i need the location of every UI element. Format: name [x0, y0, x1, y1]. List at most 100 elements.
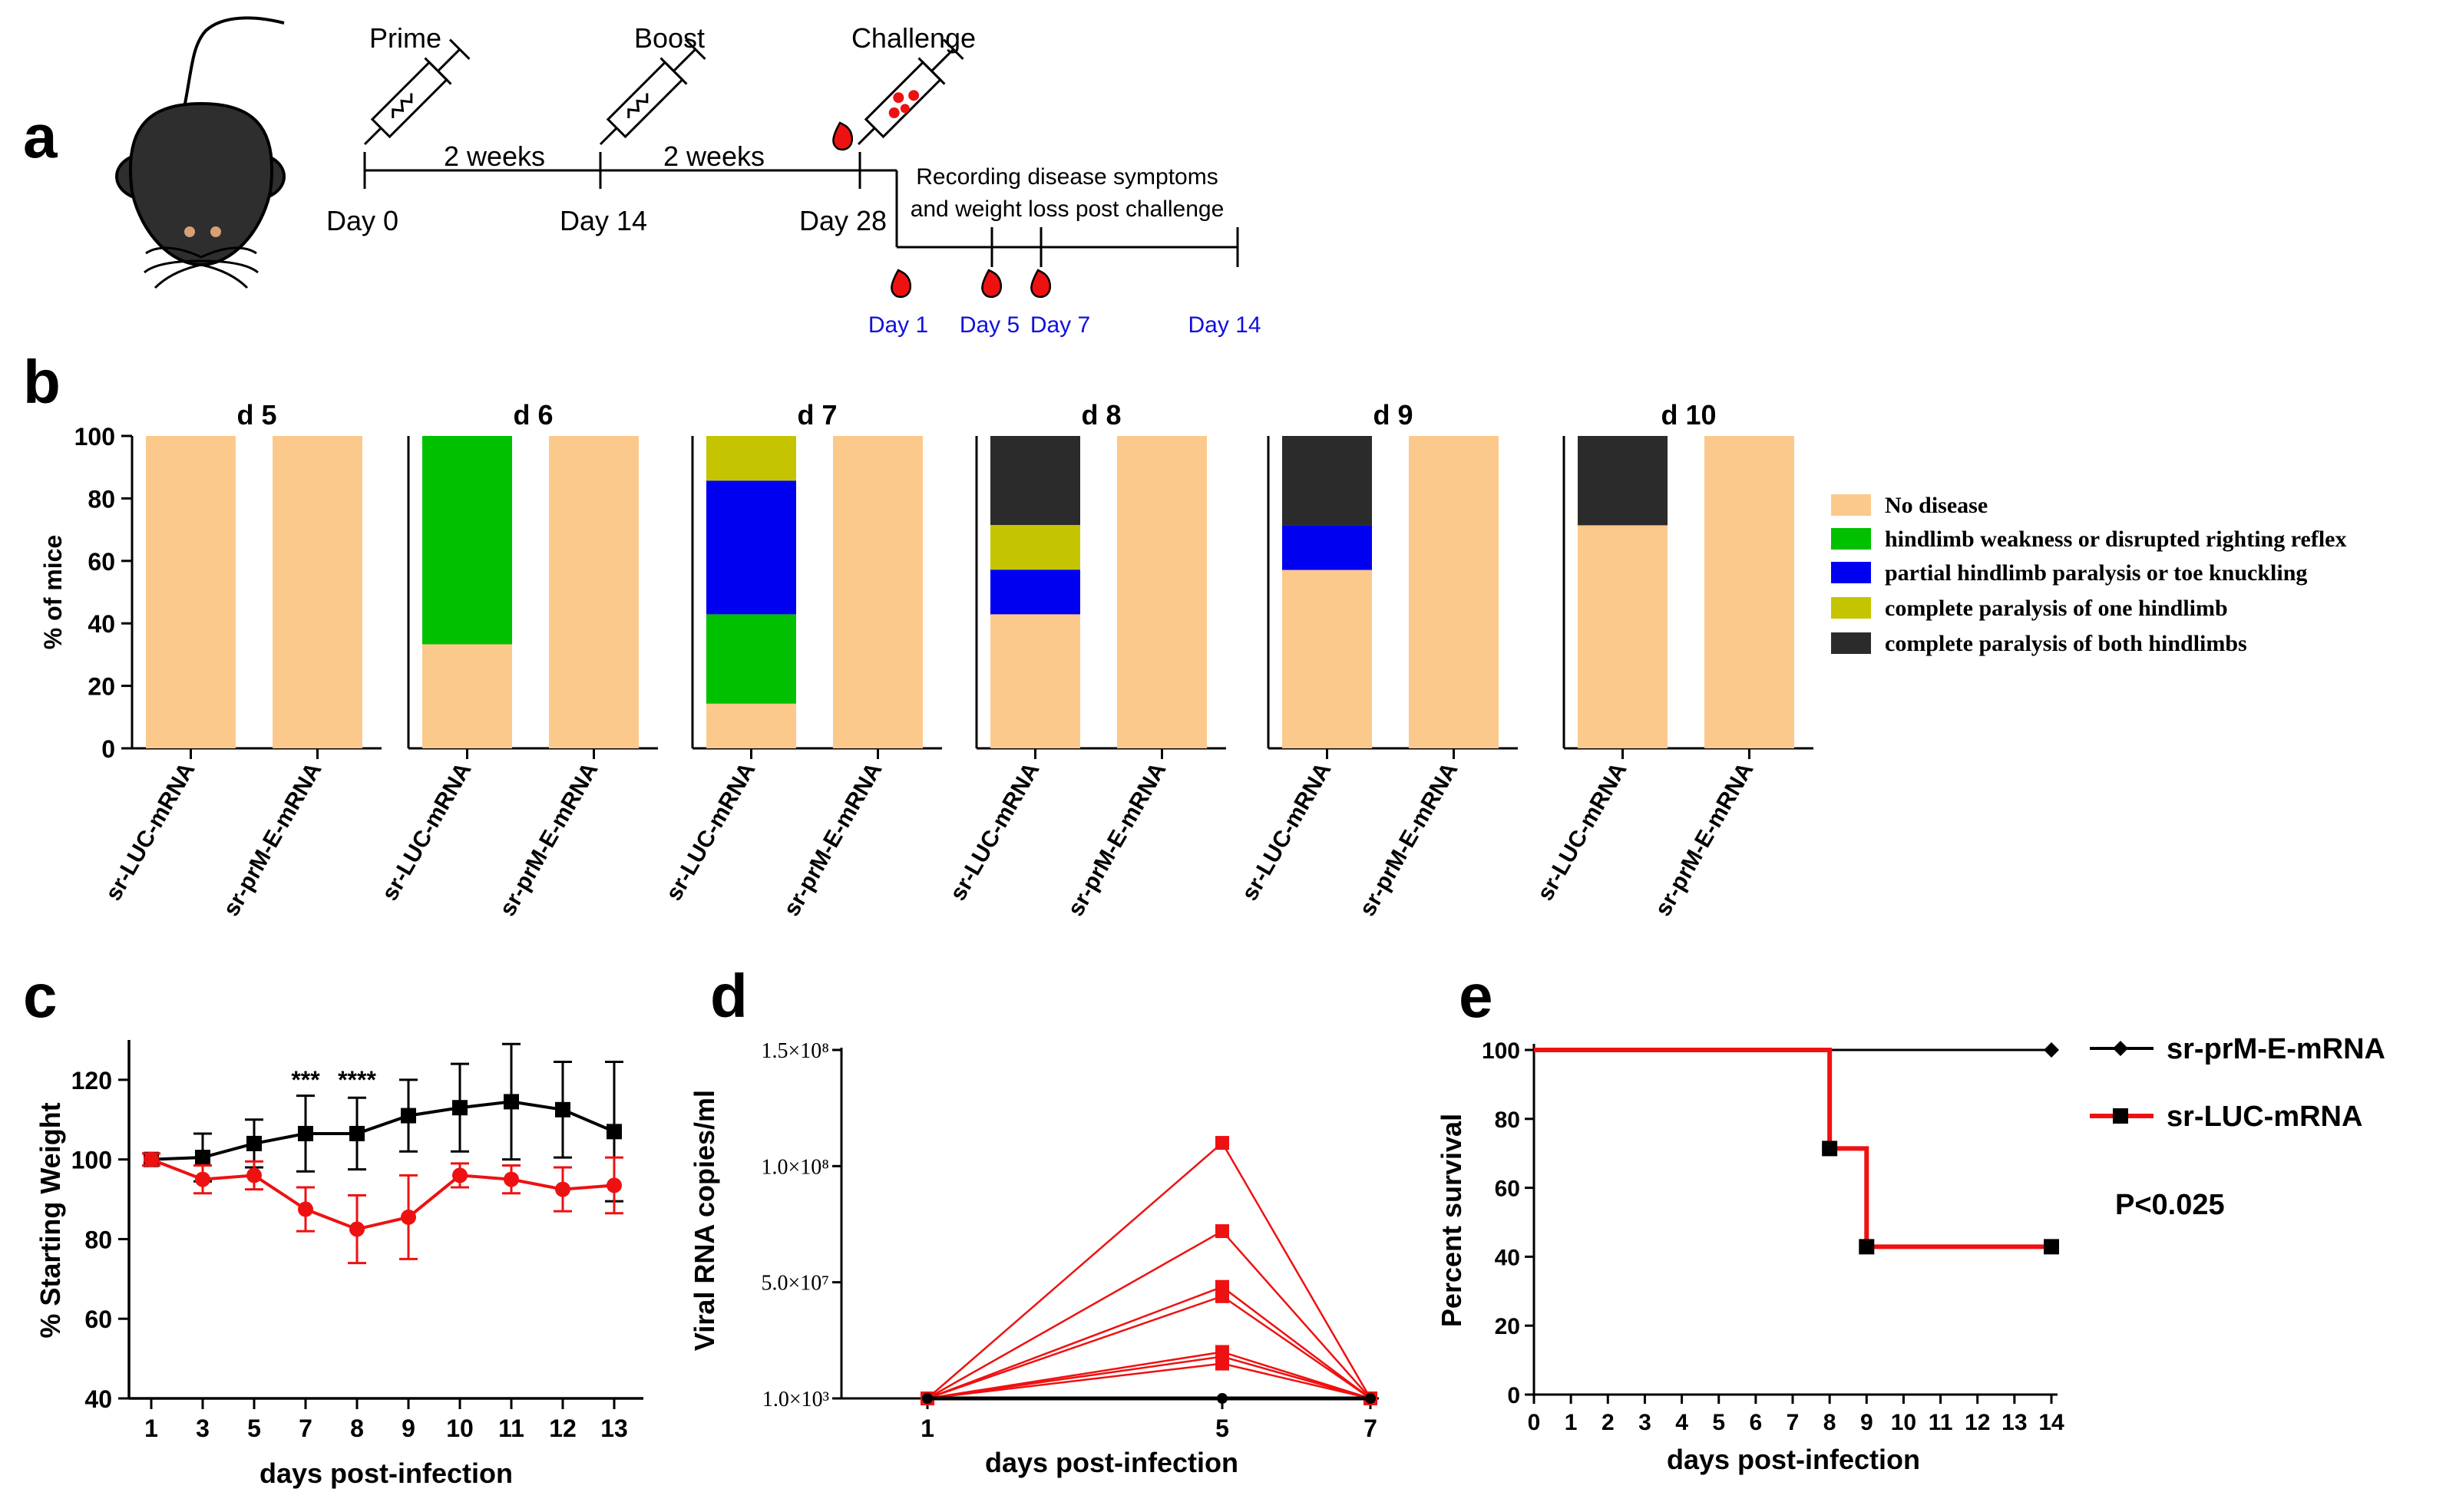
b-x-tick-label: sr-LUC-mRNA	[661, 758, 760, 905]
c-point	[504, 1094, 519, 1110]
b-bar-segment	[990, 614, 1080, 748]
d-series	[922, 1393, 1376, 1404]
b-legend-swatch	[1831, 632, 1871, 654]
e-point	[1822, 1141, 1838, 1157]
b-x-tick-label: sr-prM-E-mRNA	[778, 758, 887, 920]
c-y-tick-label: 100	[71, 1147, 112, 1174]
e-x-tick-label: 2	[1602, 1410, 1615, 1435]
recording-line-1: Recording disease symptoms	[916, 164, 1218, 190]
c-point	[246, 1135, 262, 1151]
b-y-tick-label: 40	[88, 610, 115, 638]
d-point	[1217, 1393, 1228, 1404]
interval-1-label: 2 weeks	[444, 140, 545, 172]
d-x-axis-label: days post-infection	[985, 1447, 1238, 1478]
e-survival-line	[1534, 1048, 2051, 1250]
b-bar-segment	[706, 436, 796, 481]
c-point	[401, 1108, 416, 1124]
e-x-tick-label: 13	[2001, 1410, 2027, 1435]
c-x-tick-label: 9	[402, 1415, 415, 1442]
b-y-tick-label: 0	[101, 735, 115, 763]
d-x-tick-label: 7	[1364, 1415, 1377, 1442]
b-subplot-title: d 6	[513, 399, 553, 431]
c-point	[607, 1124, 622, 1140]
b-legend-label: hindlimb weakness or disrupted righting …	[1885, 527, 2346, 552]
b-bar-segment	[706, 703, 796, 748]
c-x-tick-label: 1	[144, 1415, 158, 1442]
b-bar-segment	[1409, 436, 1499, 748]
e-x-tick-label: 7	[1787, 1410, 1800, 1435]
e-x-tick-label: 14	[2038, 1410, 2064, 1435]
c-x-tick-label: 3	[196, 1415, 210, 1442]
b-legend-label: complete paralysis of one hindlimb	[1885, 596, 2228, 621]
b-legend-swatch	[1831, 597, 1871, 619]
challenge-label: Challenge	[851, 22, 976, 54]
d-point	[1215, 1224, 1229, 1239]
d-x-tick-label: 1	[921, 1415, 934, 1442]
b-bar-segment	[1282, 525, 1372, 570]
b-bar-segment	[990, 524, 1080, 570]
e-x-tick-label: 8	[1823, 1410, 1836, 1435]
e-x-tick-label: 3	[1638, 1410, 1651, 1435]
day0-label: Day 0	[326, 205, 398, 236]
c-point	[144, 1151, 159, 1167]
c-point	[195, 1171, 210, 1187]
e-x-tick-label: 12	[1965, 1410, 1990, 1435]
challenge-syringe-icon	[857, 38, 964, 146]
d-y-tick-label: 5.0×10⁷	[761, 1272, 829, 1296]
post-day7-label: Day 7	[1030, 312, 1090, 338]
b-bar-segment	[549, 436, 639, 748]
panel-a-letter: a	[23, 102, 58, 170]
c-x-axis-label: days post-infection	[259, 1458, 513, 1489]
b-subplot: d 5 sr-LUC-mRNA sr-prM-E-mRNA	[101, 399, 382, 920]
c-y-axis-label: % Starting Weight	[35, 1102, 66, 1338]
b-legend-label: complete paralysis of both hindlimbs	[1885, 631, 2247, 656]
boost-label: Boost	[634, 22, 705, 54]
b-subplot-title: d 10	[1661, 399, 1716, 431]
panel-a: a	[23, 16, 1261, 338]
b-subplot-title: d 9	[1373, 399, 1413, 431]
b-x-tick-label: sr-prM-E-mRNA	[1650, 758, 1758, 920]
d-y-axis-label: Viral RNA copies/ml	[689, 1090, 720, 1351]
d-series-line	[927, 1362, 1371, 1400]
b-x-tick-label: sr-LUC-mRNA	[1237, 758, 1336, 905]
b-bar-segment	[1117, 436, 1207, 748]
panel-d-viral-rna-chart: 1.0×10³ 5.0×10⁷ 1.0×10⁸ 1.5×10⁸ 1 5 7 days post…	[689, 1039, 1379, 1478]
b-y-tick-label: 100	[74, 423, 115, 451]
recording-line-2: and weight loss post challenge	[911, 196, 1225, 222]
c-y-tick-label: 80	[84, 1226, 112, 1253]
c-point	[401, 1209, 416, 1225]
b-subplot: d 6 sr-LUC-mRNA sr-prM-E-mRNA	[377, 399, 658, 920]
b-x-tick-label: sr-prM-E-mRNA	[1354, 758, 1463, 920]
b-subplot: d 8 sr-LUC-mRNA sr-prM-E-mRNA	[945, 399, 1226, 920]
c-point	[452, 1100, 468, 1116]
b-bar-segment	[1282, 436, 1372, 526]
b-subplot: d 7 sr-LUC-mRNA sr-prM-E-mRNA	[661, 399, 942, 920]
d-series	[921, 1136, 1377, 1405]
b-x-tick-label: sr-prM-E-mRNA	[218, 758, 326, 920]
b-y-tick-label: 60	[88, 548, 115, 576]
e-legend-label: sr-LUC-mRNA	[2167, 1101, 2362, 1133]
day14-label: Day 14	[560, 205, 647, 236]
e-y-tick-label: 40	[1495, 1245, 1520, 1270]
b-bar-segment	[1282, 569, 1372, 748]
c-x-tick-label: 5	[247, 1415, 261, 1442]
c-y-tick-label: 60	[84, 1306, 112, 1333]
e-x-tick-label: 9	[1860, 1410, 1873, 1435]
e-x-tick-label: 11	[1929, 1410, 1953, 1435]
c-x-tick-label: 7	[299, 1415, 312, 1442]
b-bar-segment	[1704, 436, 1794, 748]
e-point	[2044, 1239, 2059, 1255]
day1-blood-drop-icon	[891, 269, 911, 299]
e-legend-label: sr-prM-E-mRNA	[2167, 1033, 2385, 1065]
syringe-icons	[363, 38, 964, 146]
e-legend-marker	[2113, 1041, 2128, 1056]
e-y-tick-label: 20	[1495, 1314, 1520, 1339]
b-x-tick-label: sr-LUC-mRNA	[945, 758, 1044, 905]
c-x-tick-label: 10	[446, 1415, 474, 1442]
d-point	[922, 1393, 933, 1404]
c-point	[349, 1221, 365, 1237]
